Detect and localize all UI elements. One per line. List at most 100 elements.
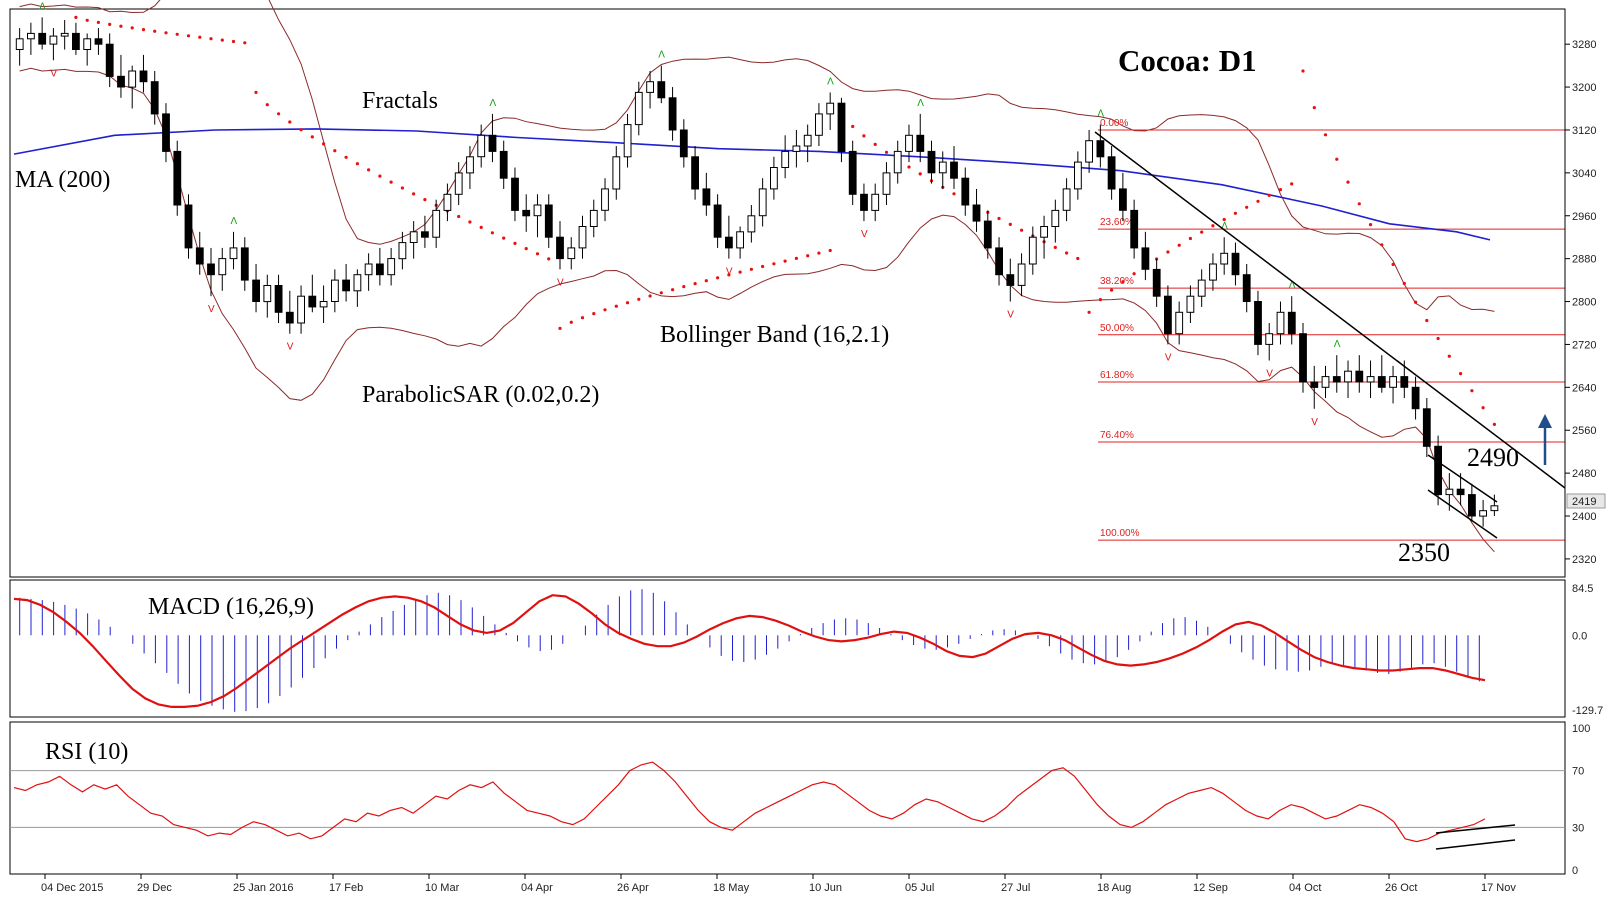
price-tick-label: 3200 xyxy=(1572,82,1596,94)
macd-tick-label: 84.5 xyxy=(1572,583,1593,595)
candle-bullish xyxy=(770,167,778,190)
candle-bearish xyxy=(72,32,80,51)
candle-bullish xyxy=(1062,188,1071,211)
sar-dot xyxy=(1481,406,1485,410)
rsi-label: RSI (10) xyxy=(45,739,128,765)
sar-dot xyxy=(1076,256,1080,261)
sar-dot xyxy=(535,252,540,256)
candle-bullish xyxy=(578,226,587,249)
candle-bullish xyxy=(612,156,621,190)
fractal-down-marker: V xyxy=(861,229,868,240)
sar-dot xyxy=(716,276,720,280)
date-tick-label: 04 Oct xyxy=(1289,882,1321,894)
sar-dot xyxy=(1459,372,1463,376)
candle-bearish xyxy=(1377,376,1386,388)
candle-bullish xyxy=(623,124,632,158)
date-tick-label: 25 Jan 2016 xyxy=(233,882,294,894)
candle-bearish xyxy=(1254,301,1262,345)
sar-dot xyxy=(806,254,810,258)
sar-dot xyxy=(907,165,911,169)
candle-bearish xyxy=(511,177,519,211)
date-tick-label: 04 Dec 2015 xyxy=(41,882,103,894)
sar-dot xyxy=(423,198,427,202)
sar-dot xyxy=(1110,288,1114,292)
resistance-label: 2490 xyxy=(1467,443,1519,472)
sar-dot xyxy=(625,301,630,305)
sar-dot xyxy=(1335,157,1339,161)
sar-dot xyxy=(580,316,585,320)
date-tick-label: 04 Apr xyxy=(521,882,553,894)
price-tick-label: 2400 xyxy=(1572,511,1596,523)
candle-bullish xyxy=(533,204,542,217)
fib-level-label: 0.00% xyxy=(1100,118,1128,129)
candle-bullish xyxy=(364,263,373,276)
sar-dot xyxy=(1211,224,1215,228)
sar-dot xyxy=(1470,389,1474,393)
fib-level-label: 23.60% xyxy=(1100,217,1134,228)
candle-bullish xyxy=(1017,263,1026,286)
trend-lines xyxy=(1094,131,1566,539)
sar-dot xyxy=(749,267,754,271)
fractal-up-marker: Λ xyxy=(489,98,496,109)
candle-bullish xyxy=(398,242,407,260)
price-tick-label: 2480 xyxy=(1572,468,1596,480)
sar-dot xyxy=(1245,205,1249,209)
sar-dot xyxy=(1020,228,1024,232)
price-tick-label: 2880 xyxy=(1572,254,1596,266)
fractal-down-marker: V xyxy=(1266,369,1273,380)
sar-dot xyxy=(502,236,506,240)
sar-dot xyxy=(817,251,821,255)
fractal-up-marker: Λ xyxy=(39,1,46,12)
sar-dot xyxy=(367,168,371,172)
date-tick-label: 10 Jun xyxy=(809,882,842,894)
sar-dot xyxy=(862,134,866,138)
sar-dot xyxy=(1492,422,1496,426)
sar-dot xyxy=(254,90,258,94)
sar-dot xyxy=(1425,318,1429,323)
candle-bullish xyxy=(905,134,913,152)
candle-bullish xyxy=(1366,376,1375,383)
sar-dot xyxy=(1132,272,1136,276)
sar-dot xyxy=(1447,354,1451,358)
fractal-up-marker: Λ xyxy=(1334,339,1341,350)
sar-dot xyxy=(1267,193,1271,197)
candle-bearish xyxy=(1468,494,1476,517)
sar-dot xyxy=(1323,133,1328,137)
bollinger-lower-band xyxy=(19,67,1495,553)
price-tick-label: 3280 xyxy=(1572,39,1596,51)
macd-label: MACD (16,26,9) xyxy=(148,594,314,620)
rsi-panel: 100 70 30 0 RSI (10) xyxy=(9,721,1590,877)
chart-title: Cocoa: D1 xyxy=(1118,43,1257,78)
candle-bearish xyxy=(150,81,159,115)
sar-dot xyxy=(513,241,517,245)
candle-bearish xyxy=(725,236,733,249)
sar-dot xyxy=(1065,251,1069,255)
candle-bearish xyxy=(1231,252,1240,276)
candle-bearish xyxy=(274,285,283,313)
price-panel: 0.00% 23.60% 38.20% 50.00% 61.80% 76.40% 100.0… xyxy=(9,0,1606,578)
sar-label: ParabolicSAR (0.02,0.2) xyxy=(362,382,599,408)
candle-bullish xyxy=(634,91,643,126)
candle-bearish xyxy=(691,156,700,190)
downtrend-line xyxy=(1094,131,1566,489)
current-price-label: 2419 xyxy=(1572,496,1596,508)
fractal-down-marker: V xyxy=(50,68,57,79)
rsi-tick-label: 70 xyxy=(1572,766,1584,778)
sar-dot xyxy=(1436,336,1440,341)
sar-dot xyxy=(355,162,359,166)
candle-bullish xyxy=(1479,510,1487,517)
candle-bearish xyxy=(184,204,193,249)
date-tick-label: 18 Aug xyxy=(1097,882,1131,894)
sar-dot xyxy=(344,155,348,159)
candle-bullish xyxy=(454,172,463,195)
date-tick-label: 05 Jul xyxy=(905,882,934,894)
candle-bearish xyxy=(679,129,688,158)
candle-bullish xyxy=(736,231,745,249)
candle-bearish xyxy=(1310,381,1319,388)
candle-bearish xyxy=(421,231,429,238)
candle-bearish xyxy=(1107,156,1116,190)
fib-level-label: 38.20% xyxy=(1100,276,1134,287)
candle-bearish xyxy=(1164,295,1172,335)
macd-tick-label: -129.7 xyxy=(1572,705,1603,717)
price-tick-label: 2640 xyxy=(1572,382,1596,394)
